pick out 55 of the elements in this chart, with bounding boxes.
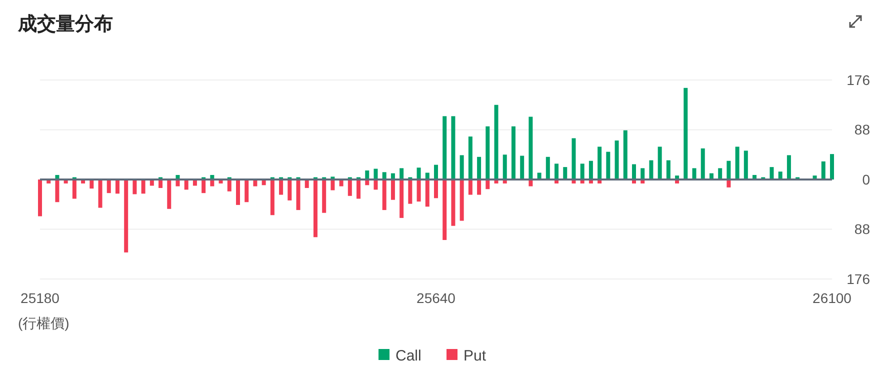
- bar: [348, 180, 352, 196]
- bar: [270, 180, 274, 216]
- bar: [830, 154, 834, 180]
- bar: [322, 180, 326, 213]
- y-tick-label: 88: [854, 122, 870, 138]
- bar: [821, 161, 826, 180]
- bar: [546, 156, 550, 180]
- bar: [288, 180, 292, 200]
- bar: [141, 180, 146, 194]
- bar: [167, 180, 172, 209]
- y-tick-label: 88: [854, 221, 870, 238]
- bar: [296, 180, 300, 210]
- bar: [520, 156, 524, 180]
- y-tick-label: 0: [862, 171, 870, 188]
- x-tick-label: 25640: [416, 290, 456, 306]
- legend-label: Put: [464, 347, 487, 364]
- bar: [649, 160, 654, 180]
- bar: [202, 180, 206, 194]
- bar: [98, 180, 102, 208]
- y-tick-label: 176: [846, 270, 870, 287]
- bar: [563, 167, 568, 180]
- x-tick-label: 25180: [20, 290, 60, 306]
- bar: [735, 146, 740, 180]
- bar: [279, 180, 284, 195]
- bar: [511, 126, 516, 180]
- bar: [115, 180, 120, 194]
- bar: [658, 146, 662, 180]
- bar: [236, 180, 240, 205]
- bar: [770, 167, 774, 180]
- bar: [124, 180, 128, 252]
- x-axis-title: (行權價): [18, 315, 70, 331]
- bar: [244, 180, 249, 202]
- bar: [408, 180, 412, 204]
- bar: [614, 140, 619, 180]
- bar: [227, 180, 232, 192]
- bar: [700, 148, 705, 180]
- bar: [744, 150, 748, 180]
- chart-title: 成交量分布: [17, 13, 113, 35]
- bar: [786, 155, 791, 180]
- bar: [132, 180, 137, 194]
- bar: [623, 130, 628, 180]
- bar: [684, 88, 688, 180]
- y-tick-label: 176: [846, 72, 870, 88]
- bar: [106, 180, 111, 194]
- bar: [718, 168, 722, 180]
- bar: [313, 180, 318, 238]
- legend-label: Call: [396, 347, 422, 364]
- bar: [72, 180, 76, 199]
- x-tick-label: 26100: [812, 290, 852, 306]
- bar: [400, 168, 404, 180]
- bar: [38, 180, 42, 216]
- bar: [666, 160, 670, 180]
- bar: [692, 168, 696, 180]
- bar: [356, 180, 361, 199]
- bar: [606, 152, 610, 180]
